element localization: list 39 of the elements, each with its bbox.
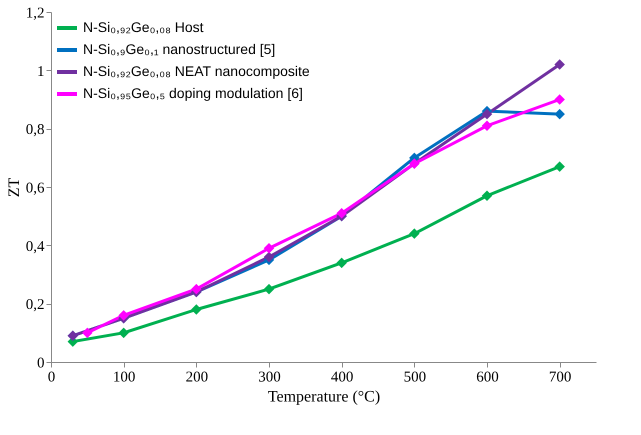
point [264, 243, 274, 254]
point [554, 94, 565, 105]
point [118, 328, 129, 338]
x-tick-label: 300 [258, 370, 281, 386]
y-tick-label: 0,6 [26, 180, 45, 196]
x-axis-title: Temperature (°C) [268, 388, 380, 406]
point [118, 310, 129, 321]
y-tick-label: 0,8 [26, 122, 44, 138]
y-tick-label: 1 [37, 64, 44, 80]
x-tick-label: 600 [476, 370, 499, 386]
y-axis-title: ZT [6, 178, 23, 198]
x-tick-label: 0 [48, 370, 56, 386]
point [409, 228, 420, 239]
point [482, 120, 492, 131]
y-tick-label: 0 [37, 356, 44, 372]
legend-label: N-Si₀,₉Ge₀,₁ nanostructured [5] [83, 41, 276, 57]
legend-label: N-Si₀,₉₂Ge₀,₀₈ Host [83, 19, 204, 35]
legend-label: N-Si₀,₉₅Ge₀,₅ doping modulation [6] [83, 85, 303, 101]
x-tick-label: 700 [548, 370, 572, 386]
point [482, 108, 492, 120]
point [191, 284, 202, 294]
point [554, 59, 565, 70]
y-tick-label: 1,2 [26, 6, 44, 22]
x-tick-label: 200 [186, 370, 208, 386]
point [191, 304, 202, 315]
point [264, 252, 274, 262]
point [82, 328, 93, 338]
legend-label: N-Si₀,₉₂Ge₀,₀₈ NEAT nanocomposite [83, 63, 310, 79]
x-tick-label: 500 [404, 370, 426, 386]
point [336, 208, 347, 218]
point [336, 258, 347, 268]
y-tick-label: 0,2 [26, 297, 44, 314]
y-tick-label: 0,4 [26, 238, 45, 255]
point [554, 108, 565, 120]
point [554, 161, 565, 172]
point [264, 284, 274, 294]
x-tick-label: 400 [330, 370, 354, 386]
x-tick-label: 100 [112, 370, 136, 386]
point [482, 190, 492, 201]
